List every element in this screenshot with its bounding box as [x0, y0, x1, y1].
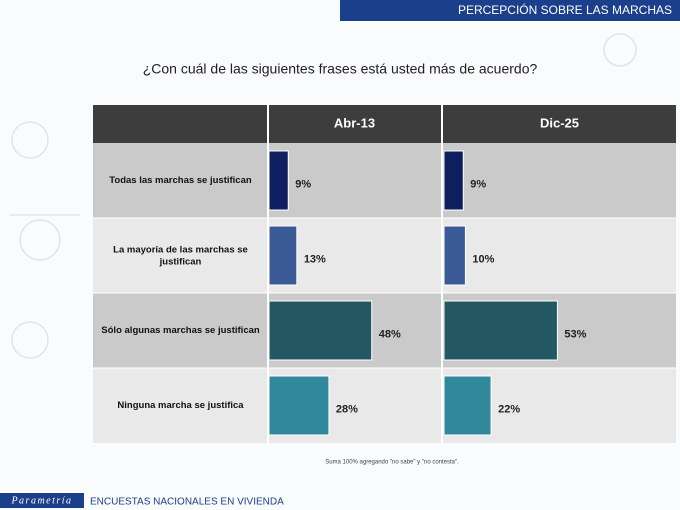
- footer-text: ENCUESTAS NACIONALES EN VIVIENDA: [90, 497, 284, 508]
- logo-box: [0, 493, 84, 508]
- value-label: 28%: [336, 403, 358, 415]
- header-bar: [340, 0, 680, 21]
- bar: [268, 375, 330, 436]
- logo: Parametría: [10, 495, 72, 506]
- row-label: La mayoría de las marchas se justifican: [113, 244, 248, 267]
- column-header: Dic-25: [540, 115, 579, 130]
- value-label: 10%: [472, 253, 494, 265]
- bar: [443, 375, 492, 436]
- row-background: [93, 143, 676, 218]
- row-label: Ninguna marcha se justifica: [117, 400, 244, 411]
- table-header: [93, 105, 676, 143]
- bar: [443, 150, 464, 211]
- footnote: Suma 100% agregando "no sabe" y "no cont…: [325, 460, 459, 466]
- row-background: [93, 293, 676, 368]
- chart-title: ¿Con cuál de las siguientes frases está …: [143, 61, 538, 77]
- value-label: 9%: [295, 178, 311, 190]
- bar: [268, 300, 373, 361]
- value-label: 9%: [470, 178, 486, 190]
- row-label: Sólo algunas marchas se justifican: [101, 325, 260, 336]
- value-label: 13%: [304, 253, 326, 265]
- bar: [268, 150, 289, 211]
- row-background: [93, 218, 676, 293]
- header-title: PERCEPCIÓN SOBRE LAS MARCHAS: [458, 2, 672, 17]
- bar: [443, 225, 466, 286]
- value-label: 48%: [379, 328, 401, 340]
- bar: [268, 225, 298, 286]
- value-label: 53%: [564, 328, 586, 340]
- value-label: 22%: [498, 403, 520, 415]
- row-label: Todas las marchas se justifican: [109, 175, 252, 186]
- bar: [443, 300, 558, 361]
- row-background: [93, 368, 676, 443]
- column-header: Abr-13: [334, 115, 375, 130]
